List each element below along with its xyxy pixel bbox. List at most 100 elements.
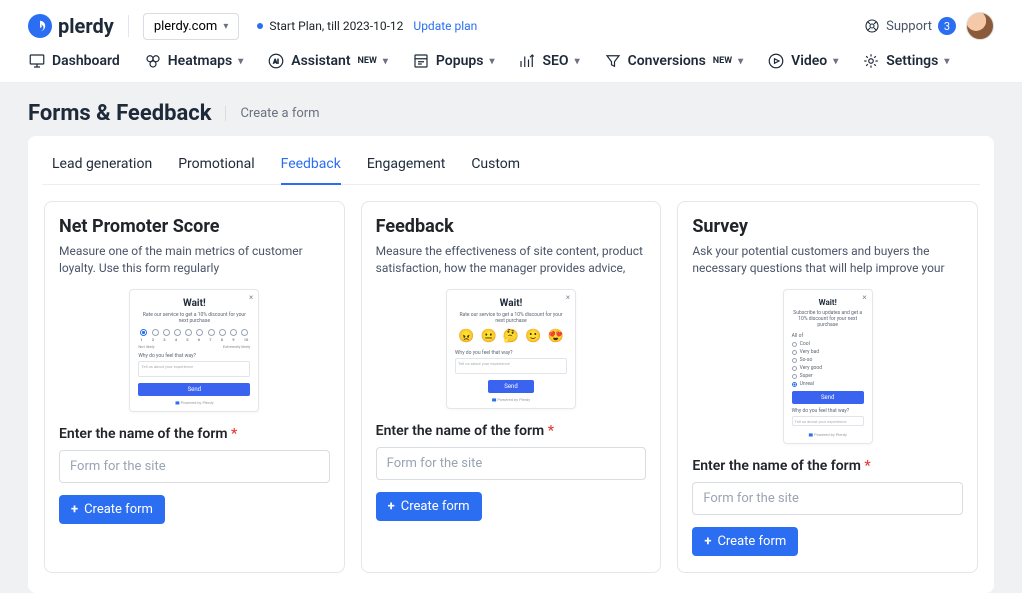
form-name-input[interactable] xyxy=(376,447,647,480)
close-icon: × xyxy=(249,293,253,302)
preview-textarea: Tell us about your experience xyxy=(455,358,567,374)
preview-send: Send xyxy=(138,383,250,396)
plus-icon: + xyxy=(71,502,78,517)
topbar: plerdy plerdy.com ▾ Start Plan, till 202… xyxy=(0,0,1022,44)
preview-send: Send xyxy=(488,380,534,393)
logo-icon xyxy=(28,14,52,38)
heatmap-icon xyxy=(144,52,162,70)
preview-survey: × Wait! Subscribe to updates and get a 1… xyxy=(783,289,873,444)
nav-settings-label: Settings xyxy=(886,53,938,69)
preview-question: Why do you feel that way? xyxy=(138,353,250,359)
form-name-input[interactable] xyxy=(59,450,330,483)
form-name-input[interactable] xyxy=(692,482,963,515)
preview-textarea: Tell us about your experience xyxy=(138,361,250,377)
preview-footer: ▮▮▮Powered by Plerdy xyxy=(138,400,250,405)
preview-textarea: Tell us about your experience xyxy=(792,416,864,426)
gear-icon xyxy=(862,52,880,70)
preview-footer: ▮▮▮Powered by Plerdy xyxy=(455,397,567,402)
preview-sub: Rate our service to get a 10% discount f… xyxy=(455,312,567,324)
chevron-down-icon: ▾ xyxy=(833,56,838,67)
preview-title: Wait! xyxy=(138,298,250,309)
popup-icon xyxy=(412,52,430,70)
tab-lead-generation[interactable]: Lead generation xyxy=(52,150,152,184)
update-plan-link[interactable]: Update plan xyxy=(413,19,477,33)
nav-assistant[interactable]: AI Assistant NEW ▾ xyxy=(267,52,388,70)
preview-title: Wait! xyxy=(455,298,567,309)
page-title: Forms & Feedback xyxy=(28,101,211,126)
nav-settings[interactable]: Settings ▾ xyxy=(862,52,949,70)
nav-heatmaps-label: Heatmaps xyxy=(168,53,232,69)
preview-title: Wait! xyxy=(792,298,864,307)
chevron-down-icon: ▾ xyxy=(944,56,949,67)
ai-icon: AI xyxy=(267,52,285,70)
domain-label: plerdy.com xyxy=(154,19,218,34)
preview-feedback: × Wait! Rate our service to get a 10% di… xyxy=(446,289,576,409)
chevron-down-icon: ▾ xyxy=(575,56,580,67)
support-label: Support xyxy=(886,19,932,34)
nav-conversions-label: Conversions xyxy=(628,53,706,69)
create-form-button[interactable]: +Create form xyxy=(692,527,798,556)
preview-scale xyxy=(138,329,250,336)
video-icon xyxy=(767,52,785,70)
nav-video[interactable]: Video ▾ xyxy=(767,52,838,70)
tabs: Lead generation Promotional Feedback Eng… xyxy=(42,150,980,185)
nav-popups-label: Popups xyxy=(436,53,484,69)
nav-seo[interactable]: SEO ▾ xyxy=(518,52,579,70)
nav-heatmaps[interactable]: Heatmaps ▾ xyxy=(144,52,243,70)
card-survey: Survey Ask your potential customers and … xyxy=(677,201,978,573)
card-title: Net Promoter Score xyxy=(59,216,330,237)
preview-question: Why do you feel that way? xyxy=(792,408,864,414)
card-desc: Measure one of the main metrics of custo… xyxy=(59,243,330,277)
support-count: 3 xyxy=(938,17,956,35)
logo[interactable]: plerdy xyxy=(28,14,114,38)
card-feedback: Feedback Measure the effectiveness of si… xyxy=(361,201,662,573)
plan-dot-icon xyxy=(257,23,263,29)
nav-conversions[interactable]: Conversions NEW ▾ xyxy=(604,52,744,70)
nav-popups[interactable]: Popups ▾ xyxy=(412,52,495,70)
avatar[interactable] xyxy=(966,12,994,40)
card-title: Survey xyxy=(692,216,963,237)
domain-select[interactable]: plerdy.com ▾ xyxy=(143,13,240,40)
chevron-down-icon: ▾ xyxy=(223,21,228,32)
chevron-down-icon: ▾ xyxy=(489,56,494,67)
tab-feedback[interactable]: Feedback xyxy=(281,150,341,184)
support-link[interactable]: Support 3 xyxy=(864,17,956,35)
tab-promotional[interactable]: Promotional xyxy=(178,150,254,184)
brand-name: plerdy xyxy=(58,14,114,38)
plan-info: Start Plan, till 2023-10-12 Update plan xyxy=(257,19,477,33)
card-title: Feedback xyxy=(376,216,647,237)
preview-emojis: 😠😐🤔🙂😍 xyxy=(455,329,567,344)
new-badge: NEW xyxy=(358,56,377,66)
tab-engagement[interactable]: Engagement xyxy=(367,150,445,184)
preview-nums: 12345678910 xyxy=(138,336,250,344)
form-name-label: Enter the name of the form * xyxy=(376,423,647,439)
chevron-down-icon: ▾ xyxy=(238,56,243,67)
form-name-label: Enter the name of the form * xyxy=(59,426,330,442)
card-desc: Ask your potential customers and buyers … xyxy=(692,243,963,277)
preview-question: All of xyxy=(792,333,864,339)
page-header: Forms & Feedback Create a form xyxy=(0,83,1022,136)
nav-video-label: Video xyxy=(791,53,827,69)
preview-sub: Subscribe to updates and get a 10% disco… xyxy=(792,310,864,328)
funnel-icon xyxy=(604,52,622,70)
nav-seo-label: SEO xyxy=(542,53,568,69)
seo-icon xyxy=(518,52,536,70)
chevron-down-icon: ▾ xyxy=(738,56,743,67)
create-form-button[interactable]: +Create form xyxy=(59,495,165,524)
preview-nps: × Wait! Rate our service to get a 10% di… xyxy=(129,289,259,412)
close-icon: × xyxy=(566,293,570,302)
tab-custom[interactable]: Custom xyxy=(471,150,520,184)
nav-dashboard-label: Dashboard xyxy=(52,53,120,69)
plus-icon: + xyxy=(704,534,711,549)
preview-options: Cool Very bad So-so Very good Super Unre… xyxy=(792,341,864,387)
create-form-button[interactable]: +Create form xyxy=(376,492,482,521)
preview-sub: Rate our service to get a 10% discount f… xyxy=(138,312,250,324)
svg-text:AI: AI xyxy=(273,58,279,65)
breadcrumb-subaction[interactable]: Create a form xyxy=(225,106,319,121)
main-nav: Dashboard Heatmaps ▾ AI Assistant NEW ▾ … xyxy=(0,44,1022,83)
nav-assistant-label: Assistant xyxy=(291,53,350,69)
plus-icon: + xyxy=(388,499,395,514)
preview-question: Why do you feel that way? xyxy=(455,350,567,356)
nav-dashboard[interactable]: Dashboard xyxy=(28,52,120,70)
chevron-down-icon: ▾ xyxy=(383,56,388,67)
